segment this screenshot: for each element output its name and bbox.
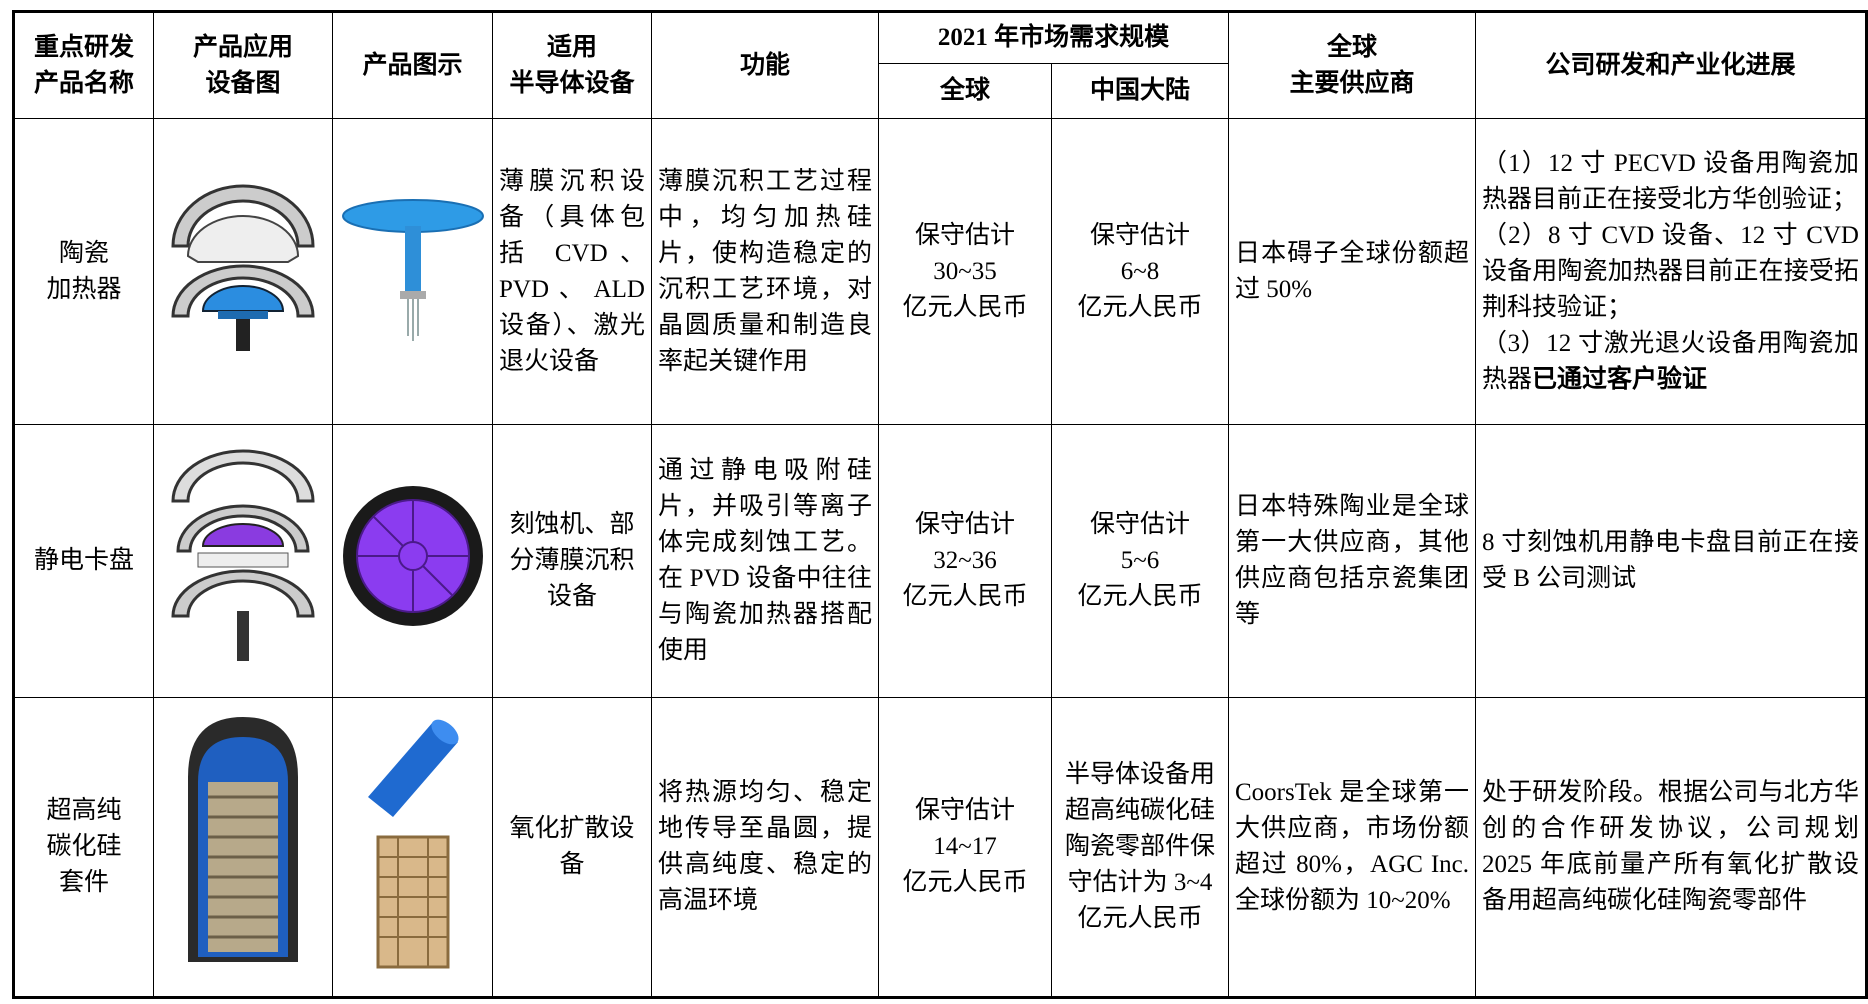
global-cell: 保守估计 14~17 亿元人民币 (878, 697, 1052, 998)
cell-text: 32~36 (933, 547, 997, 574)
china-cell: 保守估计 6~8 亿元人民币 (1051, 118, 1229, 425)
header-cell: 适用 半导体设备 (492, 11, 652, 119)
heater-equipment-image (171, 184, 315, 351)
cell-text: 套件 (58, 869, 109, 896)
cell-text: 亿元人民币 (1077, 583, 1203, 610)
header-text: 适用 (546, 33, 597, 61)
progress-text: 8 寸刻蚀机用静电卡盘目前正在接受 B 公司测试 (1482, 529, 1859, 592)
progress-emphasis: 已通过客户验证 (1532, 365, 1708, 393)
header-cell: 2021 年市场需求规模 (878, 11, 1229, 64)
heater-product-image (341, 199, 484, 341)
cell-text: 静电卡盘 (33, 547, 134, 574)
image-cell (332, 697, 493, 998)
image-cell (153, 424, 333, 698)
sic-product-image (367, 719, 459, 968)
cell-text: 超高纯 (46, 797, 122, 824)
device-cell: 薄膜沉积设备（具体包括 CVD、PVD、ALD 设备）、激光退火设备 (492, 118, 652, 425)
cell-text: 5~6 (1120, 547, 1160, 574)
table-row: 静电卡盘 刻蚀机、部分薄膜沉积设备 通过静电吸附硅片，并吸引等离子体完成刻蚀工艺… (13, 424, 1867, 698)
suppliers-cell: 日本碍子全球份额超过 50% (1228, 118, 1476, 425)
name-cell: 陶瓷 加热器 (13, 118, 154, 425)
name-cell: 超高纯 碳化硅 套件 (13, 697, 154, 998)
progress-text: 处于研发阶段。根据公司与北方华创的合作研发协议，公司规划 2025 年底前量产所… (1482, 779, 1859, 914)
progress-cell: （1）12 寸 PECVD 设备用陶瓷加热器目前正在接受北方华创验证； （2）8… (1475, 118, 1867, 425)
suppliers-cell: CoorsTek 是全球第一大供应商，市场份额超过 80%，AGC Inc.全球… (1228, 697, 1476, 998)
function-cell: 通过静电吸附硅片，并吸引等离子体完成刻蚀工艺。在 PVD 设备中往往与陶瓷加热器… (651, 424, 879, 698)
progress-cell: 处于研发阶段。根据公司与北方华创的合作研发协议，公司规划 2025 年底前量产所… (1475, 697, 1867, 998)
header-text: 产品应用 (192, 33, 293, 61)
header-cell: 产品图示 (332, 11, 493, 119)
header-text: 公司研发和产业化进展 (1545, 51, 1796, 79)
image-cell (153, 118, 333, 425)
header-text: 产品名称 (33, 69, 134, 97)
header-text: 功能 (739, 51, 790, 79)
image-cell (332, 118, 493, 425)
suppliers-cell: 日本特殊陶业是全球第一大供应商，其他供应商包括京瓷集团等 (1228, 424, 1476, 698)
cell-text: 30~35 (933, 257, 997, 285)
cell-text: 亿元人民币 (902, 869, 1028, 896)
global-cell: 保守估计 32~36 亿元人民币 (878, 424, 1052, 698)
header-text: 主要供应商 (1289, 69, 1415, 97)
header-cell: 功能 (651, 11, 879, 119)
cell-text: 保守估计 (914, 511, 1015, 538)
progress-text: （1）12 寸 PECVD 设备用陶瓷加热器目前正在接受北方华创验证； (1482, 149, 1859, 213)
chuck-product-image (342, 485, 483, 626)
china-cell: 保守估计 5~6 亿元人民币 (1051, 424, 1229, 698)
sic-equipment-image (188, 716, 298, 962)
cell-text: 亿元人民币 (1077, 293, 1203, 321)
cell-text: 保守估计 (1089, 511, 1190, 538)
global-cell: 保守估计 30~35 亿元人民币 (878, 118, 1052, 425)
cell-text: 亿元人民币 (902, 583, 1028, 610)
table-row: 超高纯碳化硅套件 氧化扩散设备 将热源均匀、稳定地传导至晶圆，提供高纯度、稳定的… (13, 697, 1867, 998)
header-cell: 全球 (878, 63, 1052, 119)
cell-text: 保守估计 (1089, 221, 1190, 249)
header-text: 产品图示 (362, 51, 463, 79)
table-row: 陶瓷加热器 薄膜沉积设备（具体包括 CVD、PVD、ALD 设备）、激光退火设备… (13, 118, 1867, 425)
cell-text: 保守估计 (914, 221, 1015, 249)
progress-cell: 8 寸刻蚀机用静电卡盘目前正在接受 B 公司测试 (1475, 424, 1867, 698)
header-cell: 重点研发 产品名称 (13, 11, 154, 119)
header-text: 设备图 (205, 69, 281, 97)
header-text: 半导体设备 (509, 69, 635, 97)
chuck-equipment-image (171, 449, 315, 661)
device-cell: 刻蚀机、部分薄膜沉积设备 (492, 424, 652, 698)
product-table: 重点研发产品名称 产品应用设备图 产品图示 适用半导体设备 功能 2021 年市… (12, 10, 1868, 999)
cell-text: 亿元人民币 (902, 293, 1028, 321)
device-cell: 氧化扩散设备 (492, 697, 652, 998)
header-text: 全球 (1326, 33, 1377, 61)
header-cell: 产品应用 设备图 (153, 11, 333, 119)
cell-text: 保守估计 (914, 797, 1015, 824)
header-text: 重点研发 (33, 33, 134, 61)
cell-text: 14~17 (933, 833, 997, 860)
header-cell: 全球 主要供应商 (1228, 11, 1476, 119)
cell-text: 陶瓷 (58, 239, 109, 267)
function-cell: 薄膜沉积工艺过程中，均匀加热硅片，使构造稳定的沉积工艺环境，对晶圆质量和制造良率… (651, 118, 879, 425)
progress-text: （3）12 寸激光退火设备用陶瓷加热器已通过客户验证 (1482, 326, 1859, 398)
header-row: 全球 中国大陆 (14, 63, 1867, 119)
progress-text: （3）12 寸激光退火设备用陶瓷加热器 (1482, 329, 1859, 393)
image-cell (332, 424, 493, 698)
china-cell: 半导体设备用超高纯碳化硅陶瓷零部件保守估计为 3~4 亿元人民币 (1051, 697, 1229, 998)
progress-text: （2）8 寸 CVD 设备、12 寸 CVD 设备用陶瓷加热器目前正在接受拓荆科… (1482, 221, 1859, 321)
cell-text: 6~8 (1120, 257, 1160, 285)
image-cell (153, 697, 333, 998)
name-cell: 静电卡盘 (13, 424, 154, 698)
cell-text: 碳化硅 (46, 833, 122, 860)
header-cell: 公司研发和产业化进展 (1475, 11, 1867, 119)
function-cell: 将热源均匀、稳定地传导至晶圆，提供高纯度、稳定的高温环境 (651, 697, 879, 998)
cell-text: 加热器 (46, 275, 122, 303)
header-row: 重点研发产品名称 产品应用设备图 产品图示 适用半导体设备 功能 2021 年市… (13, 11, 1867, 119)
header-cell: 中国大陆 (1051, 63, 1229, 119)
